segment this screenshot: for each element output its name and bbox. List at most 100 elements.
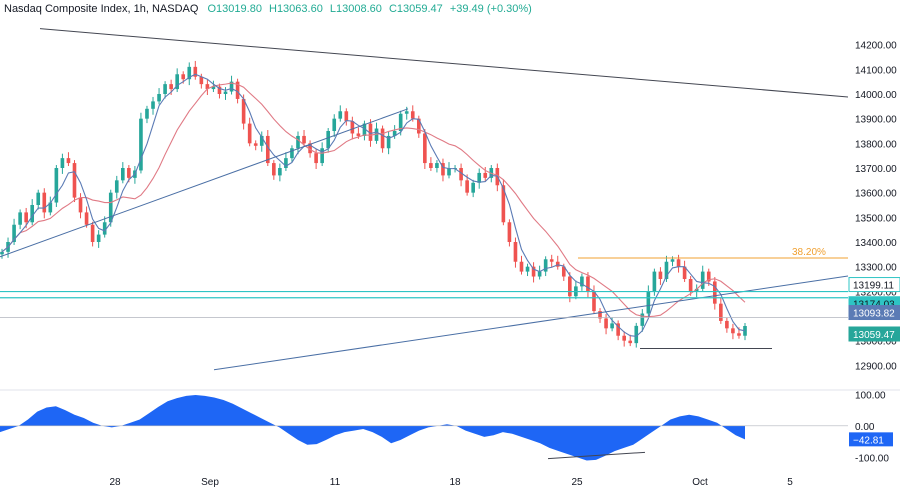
candle-body [380, 128, 385, 149]
change-value: +39.49 (+0.30%) [449, 3, 532, 15]
candle-body [700, 271, 705, 289]
candle-body [682, 266, 687, 279]
candle-body [622, 335, 626, 341]
candle-body [477, 172, 482, 183]
time-tick-label: 28 [109, 477, 121, 488]
candle-body [604, 318, 608, 329]
candle-body [42, 192, 47, 213]
fib-level-label: 38.20% [792, 247, 826, 258]
candle-body [568, 276, 572, 297]
candle-body [507, 222, 512, 242]
candle-body [392, 131, 397, 136]
time-tick-label: 5 [787, 477, 793, 488]
candle-body [374, 128, 379, 141]
candle-body [296, 135, 300, 149]
candle-body [350, 121, 355, 134]
candle-body [435, 163, 439, 168]
candle-body [368, 123, 373, 141]
candle-body [592, 291, 596, 312]
candle-body [193, 66, 198, 77]
candle-body [676, 259, 681, 267]
divergence-line [547, 451, 646, 460]
last-price-badge [848, 326, 900, 342]
price-tick-label: 13400.00 [855, 238, 897, 249]
candle-body [423, 133, 427, 164]
level-badge-13199 [848, 277, 900, 293]
candle-body [404, 111, 409, 114]
price-tick-label: 13700.00 [855, 164, 897, 175]
candle-body [169, 84, 173, 90]
candle-body [543, 259, 548, 272]
candle-body [646, 291, 651, 314]
candle-body [211, 86, 216, 90]
candle-body [36, 192, 41, 205]
price-tick-label: 13200.00 [855, 287, 897, 298]
time-tick-label: 25 [571, 477, 583, 488]
candle-body [72, 163, 77, 198]
osc-tick-label: 100.00 [855, 390, 886, 401]
candle-body [386, 135, 391, 149]
level-badge-13199-text: 13199.11 [853, 281, 894, 292]
candle-body [0, 251, 4, 255]
high-value: H13063.60 [269, 3, 323, 15]
candle-body [139, 118, 143, 171]
osc-value-badge [849, 432, 893, 447]
close-value: C13059.47 [388, 3, 443, 15]
candle-body [199, 76, 204, 85]
candle-body [743, 325, 747, 336]
candle-body [151, 101, 155, 109]
candle-body [441, 163, 445, 176]
osc-value-text: −42.81 [853, 435, 884, 446]
candle-body [326, 131, 331, 149]
candle-body [78, 197, 83, 213]
ma-badge-13093 [848, 305, 900, 321]
candle-body [725, 320, 729, 329]
candle-body [205, 84, 210, 90]
price-tick-label: 14200.00 [855, 41, 897, 52]
candle-body [459, 168, 463, 181]
candle-body [598, 311, 602, 319]
candle-body [483, 172, 488, 178]
moving-average-slow [1, 82, 746, 318]
candle-body [670, 259, 675, 262]
candle-body [127, 168, 131, 178]
candle-body [320, 148, 324, 164]
price-tick-label: 13900.00 [855, 115, 897, 126]
candle-body [344, 111, 349, 122]
candle-body [447, 168, 451, 176]
candle-body [398, 113, 403, 131]
candle-body [308, 143, 312, 154]
candle-body [265, 135, 270, 164]
candle-body [658, 271, 663, 279]
candle-body [175, 74, 179, 90]
candle-body [217, 86, 222, 94]
candle-body [580, 276, 584, 287]
time-tick-label: 18 [449, 477, 461, 488]
candle-body [561, 266, 566, 277]
price-tick-label: 14100.00 [855, 65, 897, 76]
candle-body [247, 123, 252, 144]
candle-body [187, 66, 192, 80]
candle-body [253, 143, 258, 146]
candle-body [259, 135, 264, 146]
candle-body [272, 163, 276, 176]
candle-body [229, 81, 234, 92]
ma-badge-13093-text: 13093.82 [853, 309, 895, 320]
trendline-support [0, 108, 409, 258]
price-tick-label: 13600.00 [855, 189, 897, 200]
price-tick-label: 13300.00 [855, 263, 897, 274]
candle-body [66, 158, 71, 164]
osc-tick-label: 0.00 [855, 422, 875, 433]
candle-body [519, 261, 524, 272]
candle-body [555, 261, 560, 267]
candle-body [719, 303, 723, 321]
candle-body [610, 323, 614, 329]
candle-body [640, 313, 645, 326]
candle-body [284, 158, 288, 168]
candle-body [84, 212, 89, 225]
candle-body [586, 276, 590, 292]
candle-body [223, 91, 228, 94]
trendline-resistance [39, 28, 849, 98]
candle-body [90, 224, 95, 242]
